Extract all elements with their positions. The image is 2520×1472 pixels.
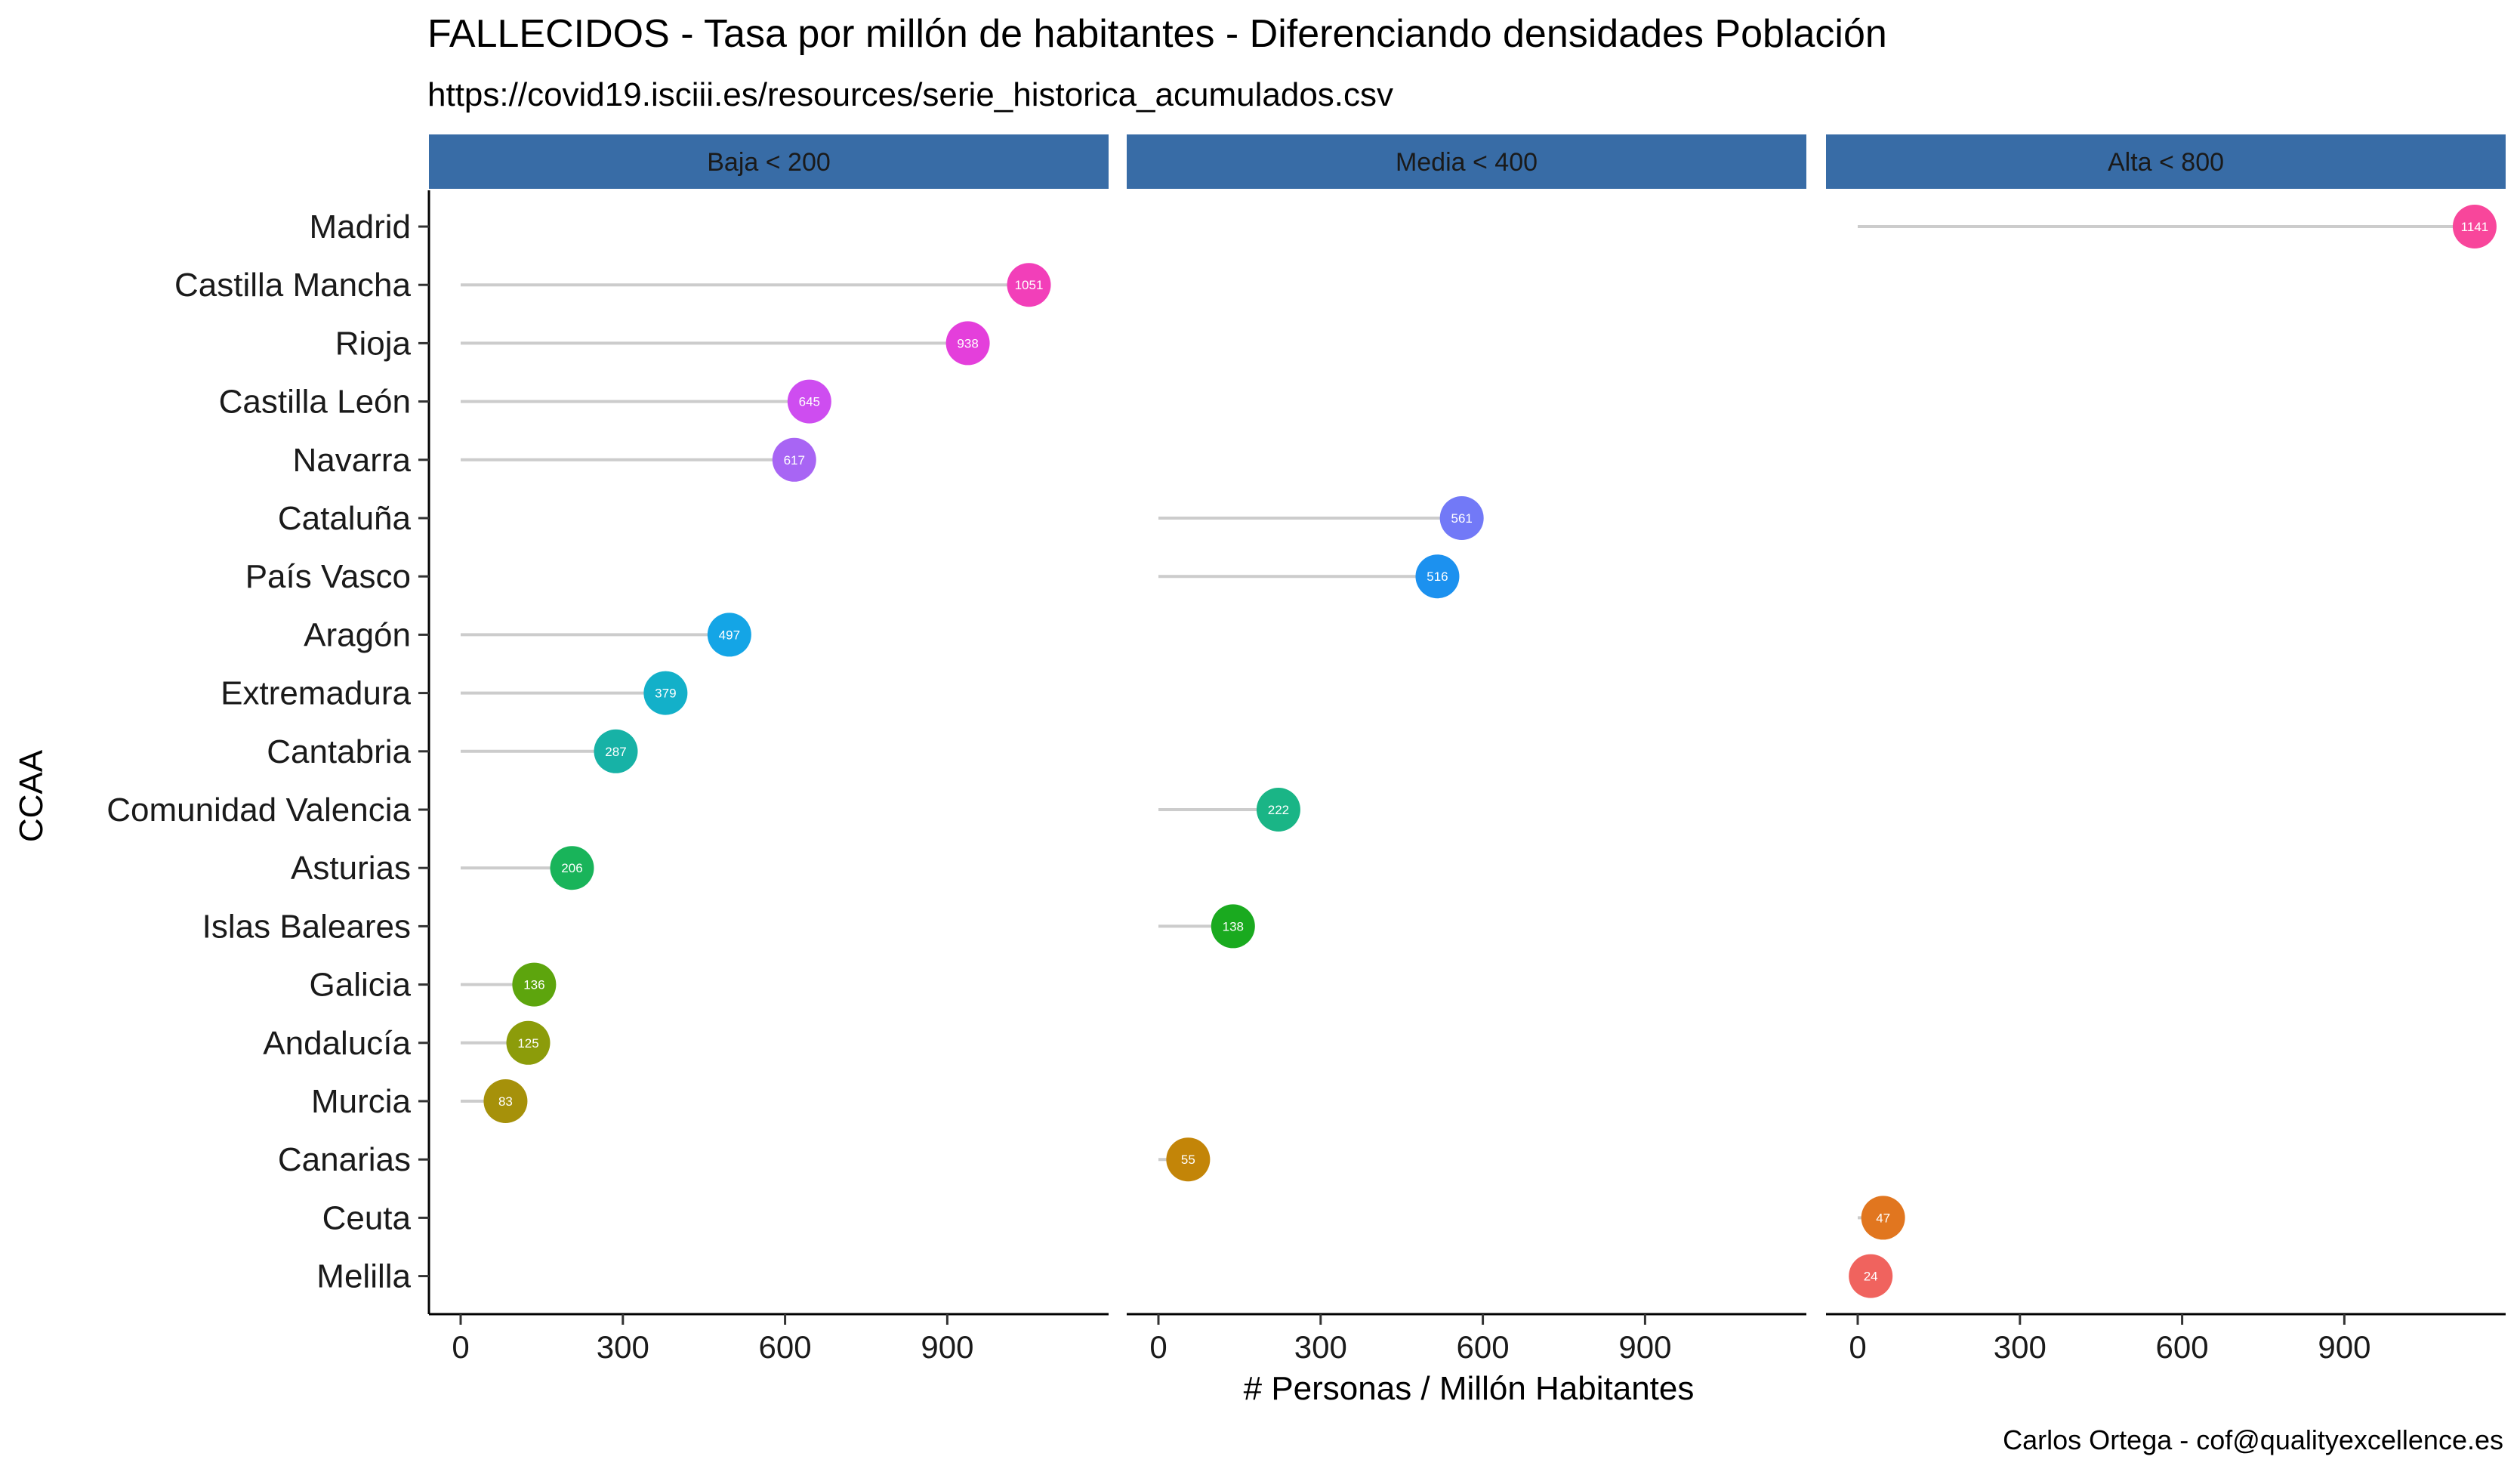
lollipop-point	[594, 729, 638, 773]
category-label: País Vasco	[245, 558, 411, 595]
data-label: 47	[1876, 1211, 1890, 1225]
lollipop-point	[512, 962, 557, 1007]
x-tick-label: 0	[1149, 1329, 1167, 1365]
lollipop-point	[483, 1079, 528, 1123]
category-label: Navarra	[293, 442, 412, 479]
lollipop-point	[787, 379, 831, 424]
lollipop-point	[1439, 496, 1484, 540]
category-label: Extremadura	[221, 675, 411, 712]
data-label: 136	[523, 978, 544, 992]
facet-panels: Baja < 200 0 300 600 900 Media < 400 0 300 600 90…	[429, 134, 2506, 1365]
category-label: Cantabria	[267, 733, 411, 770]
facet-strip	[429, 134, 1109, 189]
category-label: Ceuta	[322, 1199, 412, 1236]
category-label: Melilla	[316, 1258, 411, 1295]
x-axis-title: # Personas / Millón Habitantes	[1244, 1370, 1695, 1407]
lollipop-point	[643, 671, 688, 715]
lollipop-point	[772, 437, 816, 482]
x-tick-label: 900	[1618, 1329, 1671, 1365]
facet-strip	[1127, 134, 1806, 189]
x-tick-label: 600	[2156, 1329, 2209, 1365]
y-axis-title: CCAA	[13, 749, 50, 842]
lollipop-point	[945, 321, 990, 366]
facet-strip-label: Alta < 800	[2108, 148, 2224, 177]
lollipop-point	[1861, 1196, 1905, 1240]
category-label: Comunidad Valencia	[106, 792, 411, 829]
lollipop-point	[2452, 205, 2497, 248]
category-label: Islas Baleares	[202, 908, 411, 945]
category-label: Andalucía	[263, 1025, 411, 1062]
data-label: 125	[517, 1036, 538, 1051]
facet-strip-label: Media < 400	[1396, 148, 1538, 177]
category-label: Rioja	[335, 325, 412, 362]
category-label: Galicia	[310, 967, 412, 1004]
category-label: Castilla Mancha	[174, 267, 412, 304]
x-tick-label: 600	[1457, 1329, 1510, 1365]
lollipop-point	[550, 846, 594, 890]
x-tick-label: 300	[597, 1329, 649, 1365]
data-label: 561	[1451, 511, 1472, 526]
category-label: Castilla León	[219, 384, 411, 421]
y-axis-category-labels: Madrid Castilla Mancha Rioja Castilla León N…	[106, 190, 430, 1314]
lollipop-point	[1166, 1137, 1211, 1182]
data-label: 1051	[1015, 278, 1044, 292]
data-label: 206	[561, 861, 582, 875]
chart-subtitle: https://covid19.isciii.es/resources/seri…	[427, 76, 1393, 113]
lollipop-point	[506, 1020, 551, 1065]
data-label: 516	[1427, 569, 1448, 584]
data-label: 222	[1268, 803, 1289, 817]
lollipop-point	[707, 613, 751, 657]
chart-title: FALLECIDOS - Tasa por millón de habitant…	[427, 12, 1887, 56]
lollipop-point	[1415, 554, 1460, 599]
category-label: Aragón	[304, 616, 411, 653]
data-label: 83	[498, 1094, 513, 1109]
facet-strip	[1826, 134, 2506, 189]
caption: Carlos Ortega - cof@qualityexcellence.es	[2003, 1424, 2503, 1455]
category-label: Cataluña	[278, 500, 412, 537]
data-label: 138	[1223, 919, 1244, 934]
facet-strip-label: Baja < 200	[707, 148, 831, 177]
lollipop-point	[1849, 1254, 1893, 1298]
lollipop-point	[1211, 904, 1255, 949]
x-tick-label: 0	[452, 1329, 469, 1365]
data-label: 24	[1864, 1270, 1878, 1284]
data-label: 379	[655, 687, 676, 701]
data-label: 287	[605, 745, 626, 759]
data-label: 938	[957, 336, 978, 350]
category-label: Canarias	[278, 1141, 411, 1178]
category-label: Asturias	[291, 850, 411, 887]
x-tick-label: 900	[2318, 1329, 2370, 1365]
lollipop-points: 1141 1051 938 645 617 561 516 497 379 287 222 206 13…	[461, 205, 2497, 1298]
x-tick-label: 900	[921, 1329, 973, 1365]
x-tick-label: 300	[1994, 1329, 2047, 1365]
x-tick-label: 300	[1294, 1329, 1347, 1365]
data-label: 645	[799, 395, 820, 409]
data-label: 1141	[2461, 220, 2489, 234]
category-label: Madrid	[310, 208, 412, 245]
lollipop-point	[1007, 263, 1051, 307]
data-label: 617	[784, 453, 805, 468]
category-label: Murcia	[311, 1083, 412, 1120]
data-label: 497	[719, 628, 740, 642]
x-tick-label: 600	[759, 1329, 812, 1365]
lollipop-point	[1256, 788, 1300, 832]
data-label: 55	[1181, 1153, 1195, 1167]
x-tick-label: 0	[1849, 1329, 1866, 1365]
